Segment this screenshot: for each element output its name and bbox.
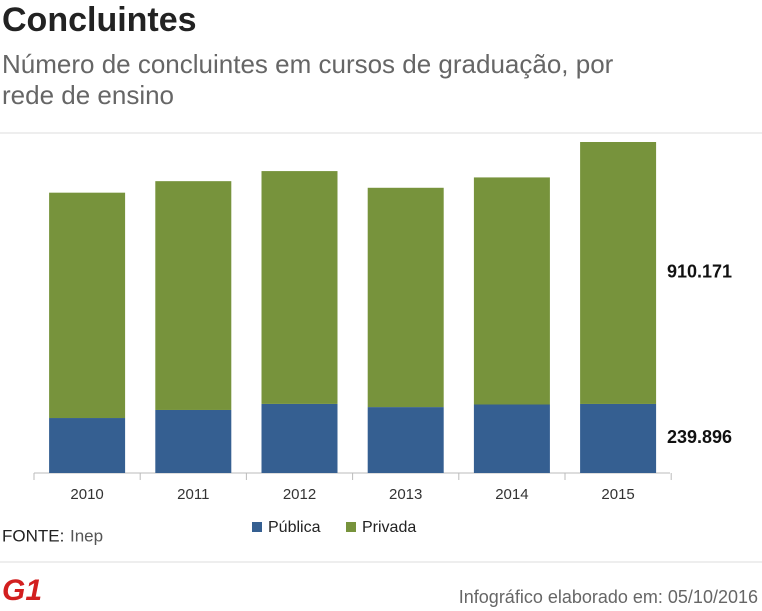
legend-label: Pública [268,519,321,536]
x-tick-label: 2014 [495,486,528,503]
subtitle: rede de ensino [2,80,174,110]
x-tick-label: 2011 [177,486,209,503]
bar-segment [473,404,550,473]
x-tick-label: 2015 [601,486,634,503]
bar-segment [155,409,232,473]
x-tick-label: 2010 [70,486,103,503]
bar-segment [49,192,126,419]
bar-segment [367,407,444,473]
value-label: 910.171 [667,262,732,282]
bar-segment [367,187,444,408]
footer-text: Infográfico elaborado em: 05/10/2016 [459,587,758,607]
bar-segment [580,403,657,473]
bar-segment [155,181,232,410]
bar-segment [473,177,550,405]
x-tick-label: 2012 [283,486,316,503]
title: Concluintes [2,1,197,39]
source-text: Inep [70,526,103,545]
legend-label: Privada [362,519,416,536]
value-label: 239.896 [667,427,732,447]
bar-segment [49,418,126,473]
bar-segment [580,142,657,404]
legend-swatch [346,522,356,532]
source-label: FONTE: [2,526,64,545]
logo: G1 [2,574,42,607]
bar-segment [261,171,338,404]
legend-swatch [252,522,262,532]
subtitle: Número de concluintes em cursos de gradu… [2,49,614,79]
bar-segment [261,403,338,473]
x-tick-label: 2013 [389,486,422,503]
